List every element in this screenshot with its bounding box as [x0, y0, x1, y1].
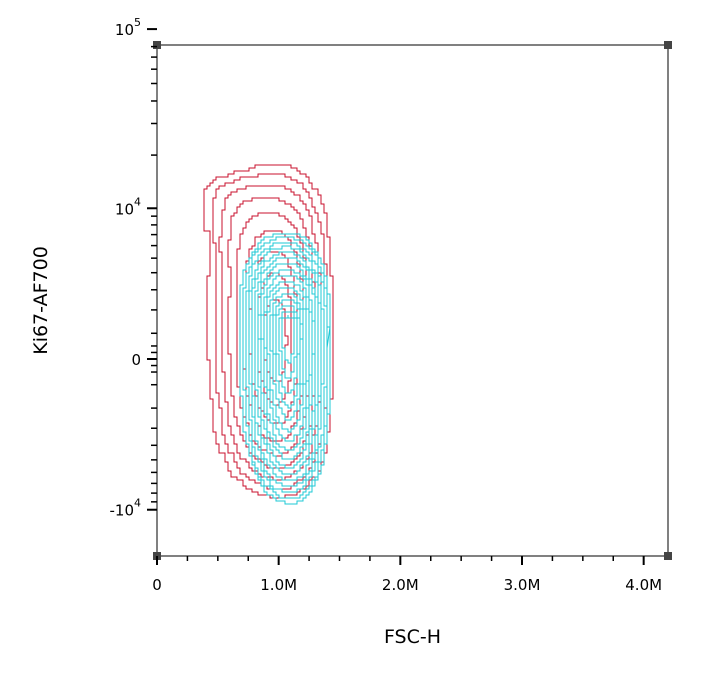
y-tick-label: 0 [131, 351, 141, 369]
x-tick-label: 2.0M [382, 576, 419, 594]
contour-line [260, 275, 313, 451]
contour-line [275, 305, 301, 394]
y-axis-title: Ki67-AF700 [30, 246, 52, 355]
contour-line [272, 299, 304, 409]
contour-series-1 [239, 233, 331, 505]
contour-line [269, 293, 304, 421]
y-tick-label: 104 [115, 195, 141, 218]
contour-series-0 [203, 164, 334, 499]
axes: 0 1.0M 2.0M 3.0M 4.0M 105 104 0 -104 [110, 16, 663, 594]
contour-line [251, 251, 322, 481]
frame-corner-handle [153, 41, 161, 49]
contour-line [227, 197, 316, 469]
frame-corner-handle [664, 552, 672, 560]
y-tick-label: -104 [110, 497, 142, 520]
x-tick-label: 1.0M [260, 576, 297, 594]
plot-frame-rect [156, 44, 669, 557]
contour-line [254, 257, 319, 475]
contour-line [257, 263, 316, 469]
frame-corner-handle [664, 41, 672, 49]
contour-line [239, 233, 331, 505]
x-tick-label: 3.0M [504, 576, 541, 594]
plot-frame [153, 41, 672, 560]
x-tick-label: 4.0M [625, 576, 662, 594]
x-tick-label: 0 [152, 576, 162, 594]
y-tick-label: 105 [115, 16, 141, 39]
contour-line [242, 236, 331, 499]
contour-line [203, 164, 334, 499]
contour-line [281, 315, 295, 364]
x-axis-title: FSC-H [384, 626, 441, 648]
contour-layer [203, 164, 334, 505]
contour-line [278, 311, 298, 379]
contour-line [245, 242, 328, 493]
contour-line [257, 269, 316, 460]
contour-line [266, 287, 307, 433]
